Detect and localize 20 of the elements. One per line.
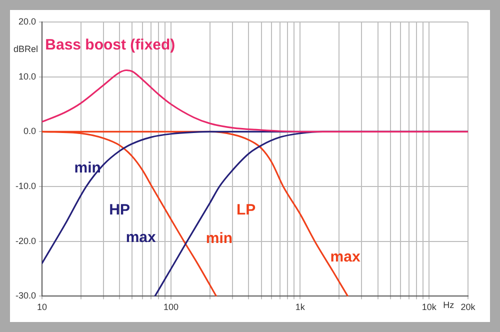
x-tick-label: 20k <box>460 302 476 312</box>
annotation: HP <box>109 202 130 219</box>
y-tick-label: 20.0 <box>18 16 36 26</box>
x-tick-label: 100 <box>164 302 179 312</box>
annotation: LP <box>236 202 256 219</box>
annotation: min <box>74 160 101 177</box>
annotation: Bass boost (fixed) <box>45 36 176 54</box>
y-tick-label: -30.0 <box>15 290 36 301</box>
x-tick-label: 1k <box>295 302 306 312</box>
annotation: max <box>126 228 156 246</box>
y-tick-label: 10.0 <box>18 71 36 82</box>
y-tick-label: -20.0 <box>15 236 36 246</box>
y-axis-title: dBRel <box>13 44 38 54</box>
y-tick-label: -10.0 <box>15 181 36 192</box>
x-tick-label: 10 <box>36 302 48 312</box>
x-tick-label: 10k <box>422 302 437 312</box>
y-tick-label: 0.0 <box>23 126 36 136</box>
x-axis-title: Hz <box>443 300 455 310</box>
annotation: min <box>206 230 233 248</box>
annotation: max <box>330 248 361 266</box>
